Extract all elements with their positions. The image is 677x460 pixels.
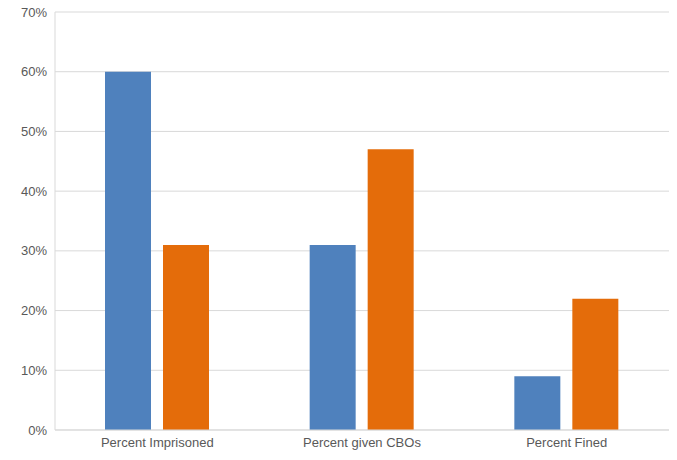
svg-text:Percent Fined: Percent Fined	[526, 435, 607, 450]
svg-text:30%: 30%	[21, 243, 47, 258]
svg-text:60%: 60%	[21, 64, 47, 79]
svg-text:Percent given CBOs: Percent given CBOs	[303, 435, 421, 450]
svg-text:10%: 10%	[21, 363, 47, 378]
svg-text:0%: 0%	[28, 423, 47, 438]
svg-text:20%: 20%	[21, 303, 47, 318]
svg-text:70%: 70%	[21, 5, 47, 20]
svg-text:50%: 50%	[21, 124, 47, 139]
svg-text:Percent Imprisoned: Percent Imprisoned	[101, 435, 214, 450]
svg-text:40%: 40%	[21, 184, 47, 199]
